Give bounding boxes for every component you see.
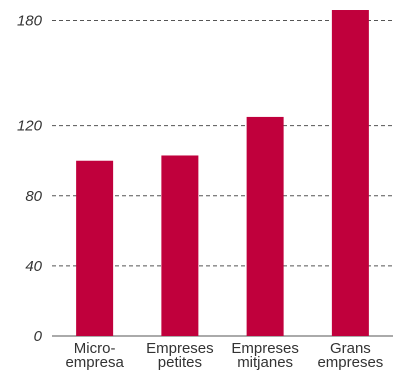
x-category-label: Micro-empresa bbox=[65, 340, 124, 371]
x-category-label: Empreses petites bbox=[146, 340, 214, 371]
x-category-label-line: Empreses bbox=[231, 340, 299, 357]
bar-grans-empreses bbox=[331, 10, 369, 336]
bar-empreses-petites bbox=[161, 155, 199, 336]
x-category-label-line: Micro- bbox=[74, 340, 116, 357]
x-category-label-line: Empreses bbox=[146, 340, 214, 357]
x-category-label-line: mitjanes bbox=[237, 354, 293, 371]
bar-layer bbox=[76, 10, 369, 336]
x-category-label-line: empresa bbox=[65, 354, 124, 371]
x-category-label-line: petites bbox=[158, 354, 202, 371]
y-axis-ticks: 0 40 80 120 180 bbox=[17, 13, 43, 345]
y-tick-label: 180 bbox=[17, 13, 43, 30]
x-category-label: Grans empreses bbox=[317, 340, 383, 371]
x-category-label: Empreses mitjanes bbox=[231, 340, 299, 371]
bar-micro-empresa bbox=[76, 160, 114, 336]
y-tick-label: 120 bbox=[17, 118, 43, 135]
x-category-label-line: Grans bbox=[330, 340, 371, 357]
y-tick-label: 80 bbox=[25, 188, 42, 205]
bar-empreses-mitjanes bbox=[246, 116, 284, 336]
y-tick-label: 40 bbox=[25, 258, 42, 275]
y-tick-label: 0 bbox=[34, 328, 43, 345]
x-category-label-line: empreses bbox=[317, 354, 383, 371]
